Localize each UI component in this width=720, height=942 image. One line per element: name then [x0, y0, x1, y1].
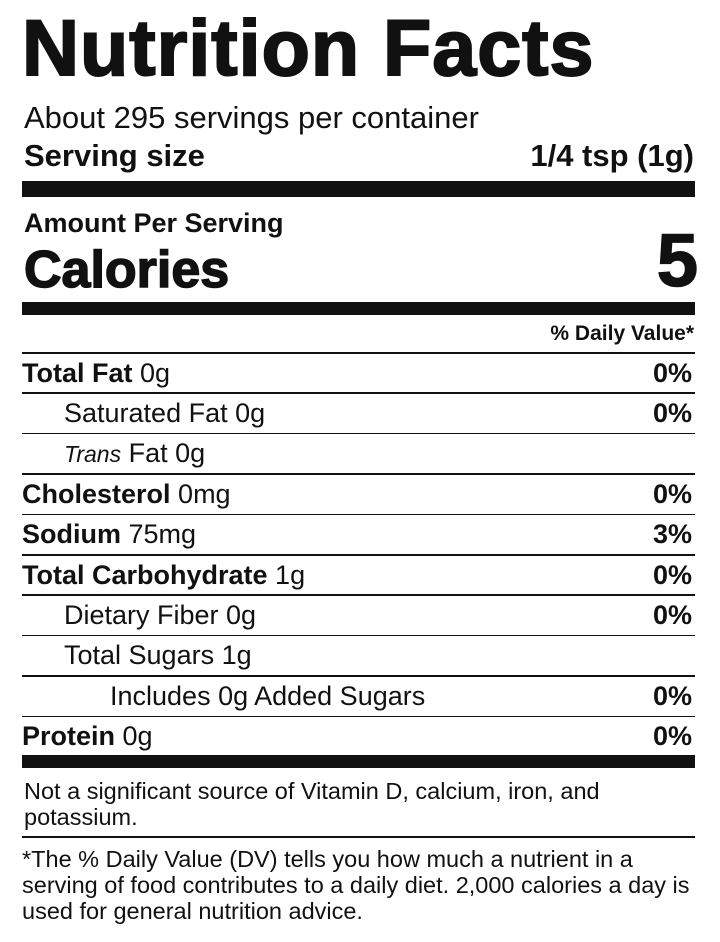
- nutrient-label: Trans Fat 0g: [22, 438, 205, 469]
- amount-per-serving: Amount Per Serving: [24, 208, 284, 238]
- nutrient-label: Total Sugars 1g: [22, 640, 252, 671]
- nutrient-row: Dietary Fiber 0g 0%: [22, 595, 692, 635]
- dv-header: % Daily Value*: [550, 322, 694, 345]
- label-text: Sodium: [22, 519, 121, 550]
- amount: 0g: [140, 357, 171, 388]
- nutrient-row: Total Fat 0g 0%: [22, 353, 692, 393]
- nutrient-label: Cholesterol 0mg: [22, 479, 231, 510]
- rule: [22, 352, 695, 354]
- serving-size-label: Serving size: [24, 138, 205, 173]
- rule: [22, 675, 695, 677]
- servings: About 295 servings per container: [24, 100, 479, 135]
- daily-value: 0%: [652, 599, 692, 630]
- rule: [22, 392, 695, 394]
- label-text: Dietary Fiber 0g: [64, 599, 257, 630]
- daily-value: 3%: [652, 519, 692, 550]
- nutrient-label: Sodium 75mg: [22, 519, 196, 550]
- footnote: *The % Daily Value (DV) tells you how mu…: [22, 846, 690, 924]
- rule: [22, 513, 695, 516]
- nutrient-row: Total Carbohydrate 1g 0%: [22, 555, 692, 595]
- amount: 75mg: [128, 519, 197, 550]
- daily-value: 0%: [652, 559, 692, 590]
- label-text: Cholesterol: [22, 478, 171, 509]
- daily-value: 0%: [652, 357, 692, 388]
- nutrient-label: Includes 0g Added Sugars: [22, 681, 425, 712]
- italic-label: Trans: [64, 441, 122, 468]
- calories-label: Calories: [23, 240, 230, 300]
- nutrient-label: Total Fat 0g: [22, 358, 170, 389]
- serving-size-value: 1/4 tsp (1g): [530, 138, 694, 173]
- rule: [22, 634, 695, 637]
- label-text: Total Fat: [22, 357, 133, 388]
- rule: [22, 594, 695, 596]
- nutrient-label: Protein 0g: [22, 721, 153, 752]
- nutrient-row: Trans Fat 0g: [22, 434, 692, 474]
- amount: 1g: [275, 559, 306, 590]
- nutrient-row: Saturated Fat 0g 0%: [22, 393, 692, 433]
- title: Nutrition Facts: [21, 3, 595, 92]
- amount: 0g: [122, 721, 153, 752]
- label-text: Saturated Fat 0g: [64, 397, 266, 428]
- rule: [22, 715, 695, 718]
- label-text: Fat 0g: [128, 438, 206, 469]
- daily-value: 0%: [652, 680, 692, 711]
- nutrient-label: Saturated Fat 0g: [22, 398, 265, 429]
- daily-value: 0%: [652, 397, 692, 428]
- calories-value: 5: [656, 218, 699, 303]
- thick-rule: [22, 302, 695, 315]
- rule: [22, 554, 695, 556]
- nutrient-row: Sodium 75mg 3%: [22, 515, 692, 555]
- label-text: Total Sugars 1g: [64, 640, 252, 671]
- rule: [22, 836, 695, 838]
- nutrient-row: Includes 0g Added Sugars 0%: [22, 676, 692, 716]
- nutrient-row: Protein 0g 0%: [22, 717, 692, 757]
- label-text: Protein: [22, 721, 116, 752]
- amount: 0mg: [178, 478, 231, 509]
- daily-value: 0%: [652, 721, 692, 752]
- thick-rule: [22, 755, 695, 768]
- nutrient-label: Dietary Fiber 0g: [22, 600, 256, 631]
- thick-rule: [22, 181, 695, 197]
- rule: [22, 432, 695, 435]
- vitamin-note: Not a significant source of Vitamin D, c…: [24, 778, 600, 830]
- nutrient-row: Cholesterol 0mg 0%: [22, 474, 692, 514]
- rule: [22, 473, 695, 475]
- label-text: Includes 0g Added Sugars: [110, 680, 426, 711]
- nutrient-row: Total Sugars 1g: [22, 636, 692, 676]
- label-text: Total Carbohydrate: [22, 559, 268, 590]
- daily-value: 0%: [652, 478, 692, 509]
- nutrient-label: Total Carbohydrate 1g: [22, 560, 305, 591]
